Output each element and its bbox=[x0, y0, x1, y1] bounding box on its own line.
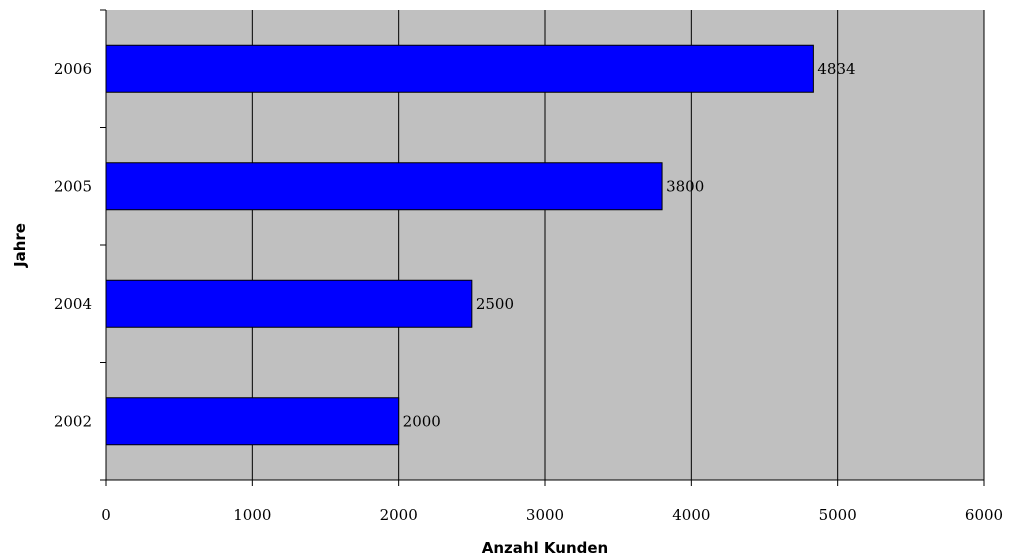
x-axis: 0 1000 2000 3000 4000 5000 6000 bbox=[101, 479, 1003, 524]
data-label-2005: 3800 bbox=[666, 177, 704, 195]
x-tick-label: 0 bbox=[101, 506, 111, 524]
y-tick-label: 2004 bbox=[54, 295, 92, 313]
x-tick-label: 4000 bbox=[672, 506, 710, 524]
x-tick-label: 2000 bbox=[380, 506, 418, 524]
bar-2004 bbox=[105, 279, 473, 328]
bar-2002 bbox=[105, 397, 400, 446]
x-tick-label: 5000 bbox=[819, 506, 857, 524]
x-tick-label: 6000 bbox=[965, 506, 1003, 524]
x-axis-title: Anzahl Kunden bbox=[482, 539, 609, 557]
y-tick-label: 2006 bbox=[54, 60, 92, 78]
data-label-2002: 2000 bbox=[403, 412, 441, 430]
data-labels: 4834 3800 2500 2000 bbox=[403, 60, 856, 431]
x-tick-label: 3000 bbox=[526, 506, 564, 524]
data-label-2006: 4834 bbox=[817, 60, 855, 78]
y-tick-label: 2005 bbox=[54, 177, 92, 195]
data-label-2004: 2500 bbox=[476, 295, 514, 313]
y-axis: 2006 2005 2004 2002 bbox=[54, 9, 107, 481]
x-tick-label: 1000 bbox=[233, 506, 271, 524]
bar-2005 bbox=[105, 162, 663, 211]
bars bbox=[105, 44, 814, 446]
y-axis-title: Jahre bbox=[11, 223, 29, 268]
bar-2006 bbox=[105, 44, 814, 93]
y-tick-label: 2002 bbox=[54, 412, 92, 430]
